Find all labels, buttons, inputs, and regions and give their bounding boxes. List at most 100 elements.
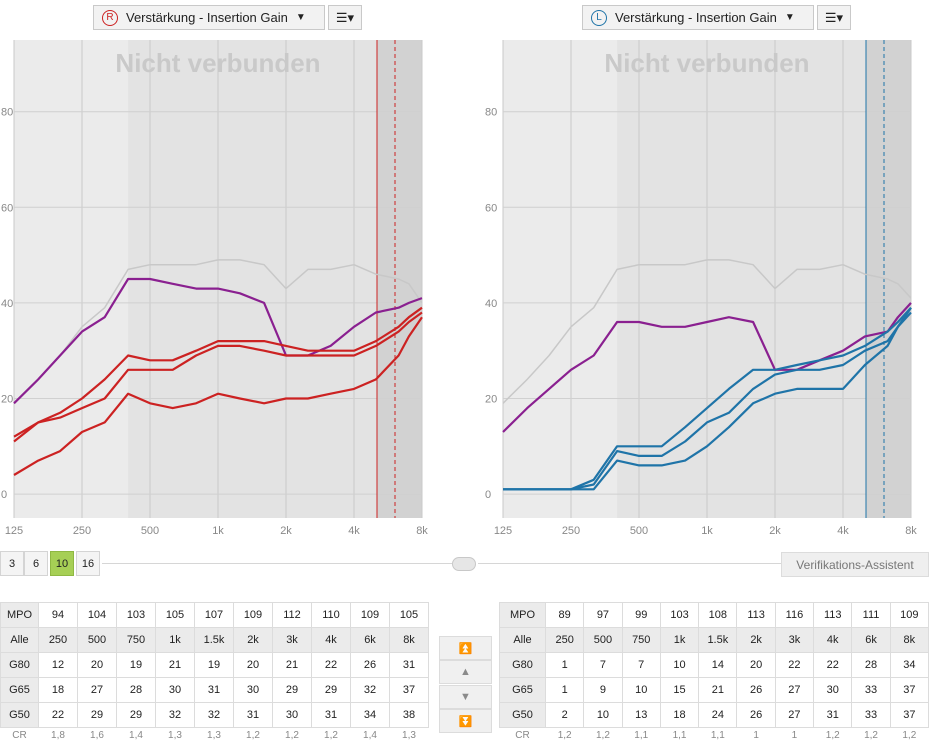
all-label[interactable]: Alle [0, 627, 39, 653]
gain-cell[interactable]: 28 [116, 677, 156, 703]
gain-cell[interactable]: 15 [659, 677, 700, 703]
mpo-cell[interactable]: 109 [889, 602, 929, 628]
gain-cell[interactable]: 10 [583, 702, 623, 728]
mpo-cell[interactable]: 107 [194, 602, 234, 628]
all-label[interactable]: Alle [499, 627, 546, 653]
g80-label[interactable]: G80 [0, 652, 39, 678]
gain-cell[interactable]: 32 [194, 702, 234, 728]
freq-header[interactable]: 2k [736, 627, 776, 653]
double-up-icon[interactable]: ⏫ [439, 636, 492, 660]
gain-cell[interactable]: 7 [621, 652, 661, 678]
gain-cell[interactable]: 10 [659, 652, 700, 678]
gain-cell[interactable]: 22 [311, 652, 351, 678]
gain-cell[interactable]: 31 [311, 702, 351, 728]
gain-cell[interactable]: 13 [621, 702, 661, 728]
up-icon[interactable]: ▲ [439, 660, 492, 684]
gain-cell[interactable]: 33 [851, 677, 891, 703]
verification-assistant-button[interactable]: Verifikations-Assistent [781, 552, 929, 577]
gain-cell[interactable]: 31 [194, 677, 234, 703]
freq-header[interactable]: 1.5k [698, 627, 738, 653]
gain-cell[interactable]: 27 [774, 677, 815, 703]
gain-cell[interactable]: 22 [774, 652, 815, 678]
gain-cell[interactable]: 30 [272, 702, 312, 728]
down-icon[interactable]: ▼ [439, 685, 492, 709]
freq-header[interactable]: 750 [621, 627, 661, 653]
gain-cell[interactable]: 29 [77, 702, 117, 728]
gain-cell[interactable]: 7 [583, 652, 623, 678]
gain-cell[interactable]: 24 [698, 702, 738, 728]
gain-cell[interactable]: 26 [736, 677, 776, 703]
g65-label[interactable]: G65 [0, 677, 39, 703]
gain-cell[interactable]: 19 [116, 652, 156, 678]
gain-cell[interactable]: 30 [155, 677, 195, 703]
gain-cell[interactable]: 21 [272, 652, 312, 678]
mpo-cell[interactable]: 116 [774, 602, 815, 628]
gain-cell[interactable]: 2 [544, 702, 585, 728]
mpo-cell[interactable]: 113 [736, 602, 776, 628]
gain-cell[interactable]: 32 [350, 677, 390, 703]
freq-header[interactable]: 6k [851, 627, 891, 653]
g50-label[interactable]: G50 [499, 702, 546, 728]
freq-header[interactable]: 8k [389, 627, 429, 653]
freq-header[interactable]: 4k [813, 627, 853, 653]
gain-cell[interactable]: 37 [889, 702, 929, 728]
gain-cell[interactable]: 28 [851, 652, 891, 678]
gain-cell[interactable]: 20 [736, 652, 776, 678]
freq-header[interactable]: 1k [155, 627, 195, 653]
gain-cell[interactable]: 37 [889, 677, 929, 703]
freq-header[interactable]: 250 [38, 627, 78, 653]
link-chain-icon[interactable] [452, 557, 476, 571]
mpo-cell[interactable]: 112 [272, 602, 312, 628]
gain-cell[interactable]: 21 [155, 652, 195, 678]
gain-cell[interactable]: 31 [813, 702, 853, 728]
freq-header[interactable]: 1.5k [194, 627, 234, 653]
left-menu-button[interactable]: ☰▾ [817, 5, 851, 30]
channels-10-button[interactable]: 10 [50, 551, 74, 576]
freq-header[interactable]: 2k [233, 627, 273, 653]
gain-cell[interactable]: 9 [583, 677, 623, 703]
gain-cell[interactable]: 14 [698, 652, 738, 678]
double-down-icon[interactable]: ⏬ [439, 709, 492, 733]
left-measurement-dropdown[interactable]: L Verstärkung - Insertion Gain ▼ [582, 5, 814, 30]
mpo-cell[interactable]: 109 [233, 602, 273, 628]
gain-cell[interactable]: 20 [77, 652, 117, 678]
mpo-cell[interactable]: 109 [350, 602, 390, 628]
gain-cell[interactable]: 30 [813, 677, 853, 703]
mpo-cell[interactable]: 111 [851, 602, 891, 628]
freq-header[interactable]: 4k [311, 627, 351, 653]
mpo-cell[interactable]: 113 [813, 602, 853, 628]
channels-16-button[interactable]: 16 [76, 551, 100, 576]
mpo-cell[interactable]: 97 [583, 602, 623, 628]
freq-header[interactable]: 3k [774, 627, 815, 653]
g65-label[interactable]: G65 [499, 677, 546, 703]
gain-cell[interactable]: 29 [272, 677, 312, 703]
mpo-cell[interactable]: 108 [698, 602, 738, 628]
gain-cell[interactable]: 31 [233, 702, 273, 728]
gain-cell[interactable]: 26 [350, 652, 390, 678]
gain-cell[interactable]: 29 [311, 677, 351, 703]
gain-cell[interactable]: 26 [736, 702, 776, 728]
mpo-cell[interactable]: 105 [389, 602, 429, 628]
gain-cell[interactable]: 18 [38, 677, 78, 703]
freq-header[interactable]: 8k [889, 627, 929, 653]
gain-cell[interactable]: 30 [233, 677, 273, 703]
freq-header[interactable]: 750 [116, 627, 156, 653]
gain-cell[interactable]: 10 [621, 677, 661, 703]
freq-header[interactable]: 500 [77, 627, 117, 653]
freq-header[interactable]: 500 [583, 627, 623, 653]
gain-cell[interactable]: 34 [350, 702, 390, 728]
mpo-cell[interactable]: 99 [621, 602, 661, 628]
gain-cell[interactable]: 20 [233, 652, 273, 678]
mpo-cell[interactable]: 104 [77, 602, 117, 628]
mpo-cell[interactable]: 89 [544, 602, 585, 628]
freq-header[interactable]: 3k [272, 627, 312, 653]
gain-cell[interactable]: 29 [116, 702, 156, 728]
gain-cell[interactable]: 1 [544, 677, 585, 703]
right-measurement-dropdown[interactable]: R Verstärkung - Insertion Gain ▼ [93, 5, 325, 30]
gain-cell[interactable]: 21 [698, 677, 738, 703]
freq-header[interactable]: 1k [659, 627, 700, 653]
gain-cell[interactable]: 33 [851, 702, 891, 728]
mpo-cell[interactable]: 103 [116, 602, 156, 628]
freq-header[interactable]: 250 [544, 627, 585, 653]
gain-cell[interactable]: 27 [77, 677, 117, 703]
